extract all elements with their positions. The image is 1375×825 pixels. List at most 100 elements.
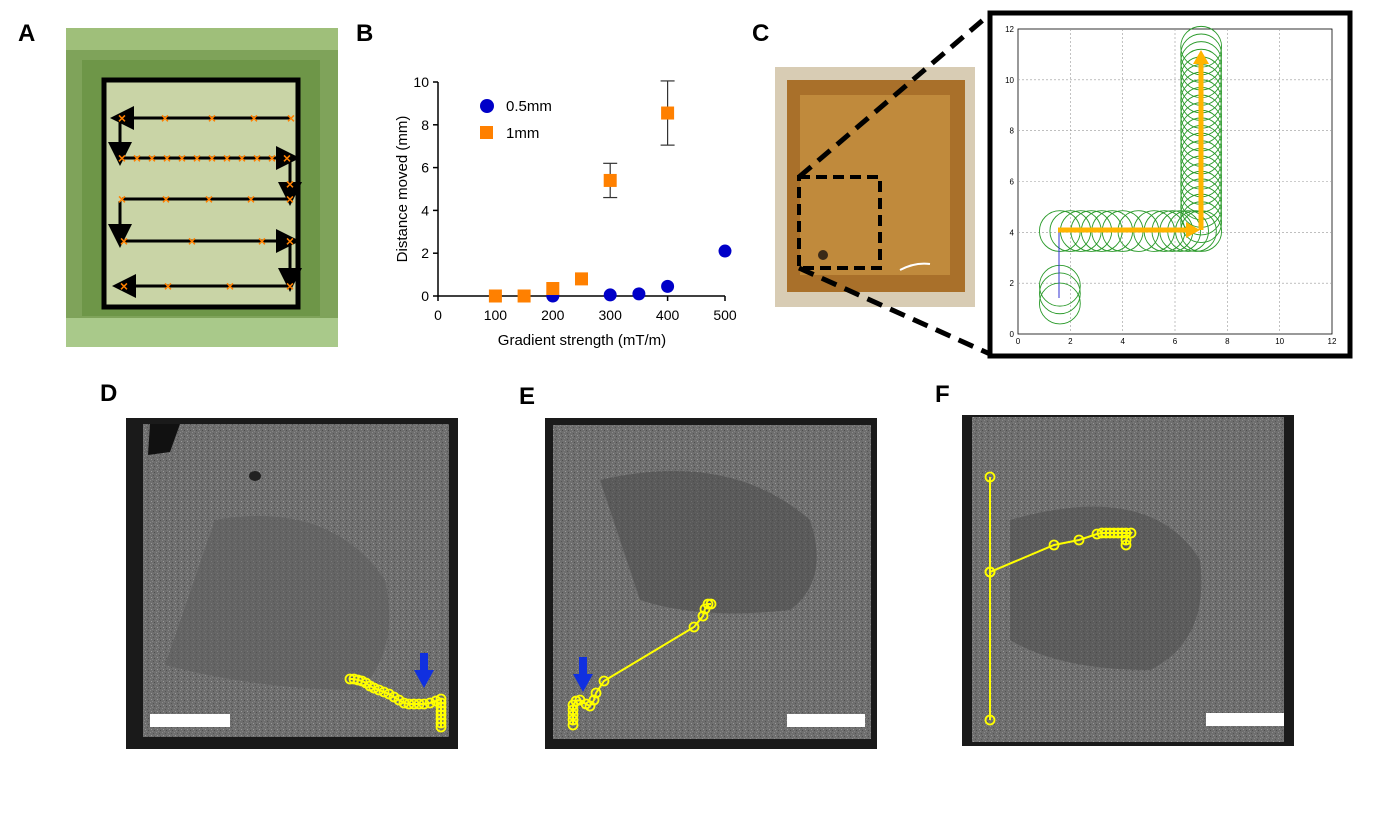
- b-xtick-label-5: 500: [713, 307, 737, 323]
- a-cross-13: ×: [238, 150, 246, 166]
- d-point-8: [378, 686, 390, 698]
- e-point-12: [688, 621, 700, 633]
- a-cross-14: ×: [253, 150, 261, 166]
- e-point-13: [697, 610, 709, 622]
- f-point-7: [1096, 527, 1108, 539]
- a-cross-27: ×: [164, 278, 172, 294]
- panel-e-mri: [545, 418, 877, 749]
- chart-c: 0 2 4 6 8 10 12 0 2 4 6 8 10 12: [1005, 25, 1337, 346]
- panel-letter-e: E: [519, 383, 536, 410]
- b-legend-label-1mm: 1mm: [506, 125, 539, 142]
- a-cross-19: ×: [205, 191, 213, 207]
- e-track: [567, 598, 717, 731]
- f-track: [984, 471, 1137, 726]
- d-point-15: [413, 698, 425, 710]
- b-ytick-label-3: 6: [421, 160, 429, 176]
- panel-c-photo: [775, 67, 975, 307]
- a-cross-16: ×: [283, 150, 291, 166]
- a-cross-2: ×: [208, 110, 216, 126]
- c-xtick-label-5: 10: [1275, 337, 1284, 346]
- d-scale-bar: [150, 714, 230, 727]
- b-point-1-1: [517, 289, 531, 303]
- a-cross-1: ×: [161, 110, 169, 126]
- b-ytick-label-1: 2: [421, 245, 429, 261]
- d-point-16: [418, 698, 430, 710]
- d-point-22: [435, 705, 447, 717]
- d-point-25: [435, 717, 447, 729]
- a-cross-17: ×: [118, 191, 126, 207]
- e-point-10: [590, 687, 602, 699]
- panel-letter-d: D: [100, 380, 118, 407]
- b-legend: 0.5mm 1mm: [480, 98, 552, 142]
- f-point-4: [1048, 539, 1060, 551]
- b-ytick-label-5: 10: [413, 74, 429, 90]
- f-point-0: [984, 714, 996, 726]
- c-xtick-label-4: 8: [1225, 337, 1230, 346]
- e-point-15: [702, 598, 714, 610]
- b-ylabel: Distance moved (mm): [394, 116, 411, 263]
- c-ytick-label-1: 2: [1010, 279, 1015, 288]
- a-cross-29: ×: [286, 278, 294, 294]
- f-point-9: [1104, 527, 1116, 539]
- panel-letter-c: C: [752, 20, 770, 47]
- d-point-20: [435, 697, 447, 709]
- a-cross-extra: ×: [286, 176, 294, 192]
- d-point-24: [435, 713, 447, 725]
- b-xtick-label-1: 100: [484, 307, 508, 323]
- c-ytick-label-2: 4: [1010, 228, 1015, 237]
- c-xtick-label-0: 0: [1016, 337, 1021, 346]
- panel-f-mri: [962, 415, 1294, 746]
- c-ytick-label-5: 10: [1005, 76, 1014, 85]
- c-xtick-label-2: 4: [1120, 337, 1125, 346]
- f-point-8: [1100, 527, 1112, 539]
- b-point-1-3: [575, 272, 588, 286]
- d-point-0: [344, 673, 356, 685]
- e-point-0: [567, 719, 579, 731]
- e-point-9: [588, 694, 600, 706]
- d-point-26: [435, 721, 447, 733]
- a-cross-9: ×: [178, 150, 186, 166]
- e-point-2: [567, 709, 579, 721]
- d-blue-arrow: [414, 653, 434, 688]
- a-cross-8: ×: [163, 150, 171, 166]
- a-cross-15: ×: [268, 150, 276, 166]
- d-point-21: [435, 701, 447, 713]
- f-point-14: [1125, 527, 1137, 539]
- a-cross-18: ×: [162, 191, 170, 207]
- c-xtick-label-3: 6: [1173, 337, 1178, 346]
- d-point-6: [368, 682, 380, 694]
- d-point-23: [435, 709, 447, 721]
- e-point-3: [567, 704, 579, 716]
- panel-letter-a: A: [18, 20, 36, 47]
- chart-b: Distance moved (mm) Gradient strength (m…: [394, 74, 737, 349]
- c-point-0: [1039, 282, 1081, 325]
- a-cross-22: ×: [120, 233, 128, 249]
- d-point-19: [435, 693, 447, 705]
- b-legend-marker-1mm: [480, 126, 493, 139]
- a-cross-28: ×: [226, 278, 234, 294]
- f-point-3: [984, 566, 996, 578]
- c-ytick-label-3: 6: [1010, 178, 1015, 187]
- a-cross-3: ×: [250, 110, 258, 126]
- a-cross-21: ×: [286, 191, 294, 207]
- panel-c-zoom-lines: [797, 12, 992, 357]
- d-point-7: [373, 684, 385, 696]
- d-point-14: [408, 698, 420, 710]
- c-xtick-label-1: 2: [1068, 337, 1073, 346]
- f-point-2: [984, 471, 996, 483]
- b-point-1-0: [488, 289, 502, 303]
- b-point-0-3: [661, 279, 675, 293]
- f-point-10: [1108, 527, 1120, 539]
- b-xtick-label-2: 200: [541, 307, 565, 323]
- a-cross-20: ×: [247, 191, 255, 207]
- c-ytick-label-6: 12: [1005, 25, 1014, 34]
- c-point-1: [1039, 272, 1081, 315]
- e-scale-bar: [787, 714, 865, 727]
- b-xlabel: Gradient strength (mT/m): [498, 332, 666, 349]
- b-ytick-label-2: 4: [421, 202, 429, 218]
- a-cross-7: ×: [148, 150, 156, 166]
- a-cross-24: ×: [258, 233, 266, 249]
- d-point-17: [424, 697, 436, 709]
- a-cross-4: ×: [287, 110, 295, 126]
- e-point-11: [598, 675, 610, 687]
